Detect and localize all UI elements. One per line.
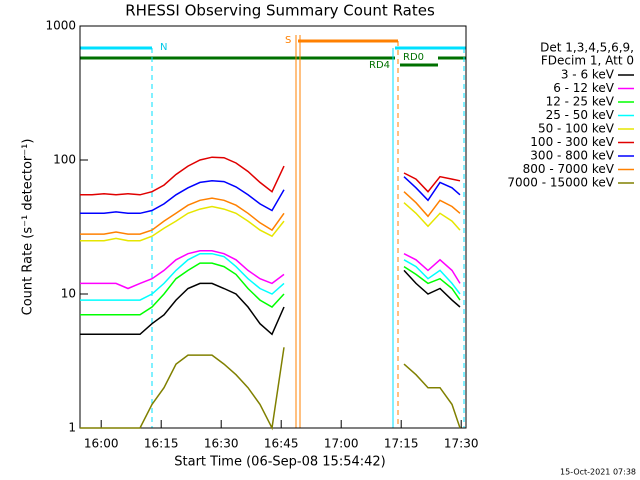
series-line [80, 176, 461, 215]
annotation-label: S [285, 35, 291, 46]
annotations: N S RD0 RD4 [80, 35, 466, 428]
x-tick-label: 16:15 [144, 437, 179, 451]
legend-header: FDecim 1, Att 0 [541, 54, 634, 68]
legend-label: 3 - 6 keV [561, 68, 615, 82]
x-tick-label: 17:15 [384, 437, 419, 451]
series-line [80, 250, 461, 290]
x-tick-label: 17:00 [324, 437, 359, 451]
series-line [80, 269, 461, 336]
legend-header: Det 1,3,4,5,6,9, [540, 41, 634, 55]
x-tick-label: 16:45 [264, 437, 299, 451]
y-tick-label: 1 [68, 421, 76, 435]
legend-label: 25 - 50 keV [546, 108, 615, 122]
legend-label: 800 - 7000 keV [523, 162, 615, 176]
y-tick-label: 1000 [45, 19, 76, 33]
footer: 15-Oct-2021 07:38 [560, 468, 636, 477]
legend-label: 300 - 800 keV [530, 149, 614, 163]
y-axis-label: Count Rate (s⁻¹ detector⁻¹) [21, 139, 36, 316]
legend-label: 12 - 25 keV [546, 95, 615, 109]
legend-label: 7000 - 15000 keV [507, 176, 614, 190]
legend-label: 6 - 12 keV [553, 81, 615, 95]
x-tick-label: 17:30 [444, 437, 479, 451]
x-tick-label: 16:00 [84, 437, 119, 451]
series-line [80, 252, 461, 301]
chart-title: RHESSI Observing Summary Count Rates [125, 2, 435, 20]
x-axis-label: Start Time (06-Sep-08 15:54:42) [174, 455, 385, 470]
x-tick-label: 16:30 [204, 437, 239, 451]
annotation-label: N [160, 42, 167, 53]
legend-label: 50 - 100 keV [538, 122, 615, 136]
series-line [80, 202, 461, 242]
legend-label: 100 - 300 keV [530, 135, 614, 149]
plot-frame [79, 25, 467, 429]
series-line [80, 262, 461, 316]
annotation-label: RD4 [369, 60, 390, 71]
series-line [80, 347, 461, 431]
series-line [80, 156, 461, 196]
annotation-label: RD0 [403, 52, 424, 63]
series-line [80, 191, 461, 235]
y-tick-label: 10 [61, 287, 76, 301]
y-tick-label: 100 [53, 153, 76, 167]
